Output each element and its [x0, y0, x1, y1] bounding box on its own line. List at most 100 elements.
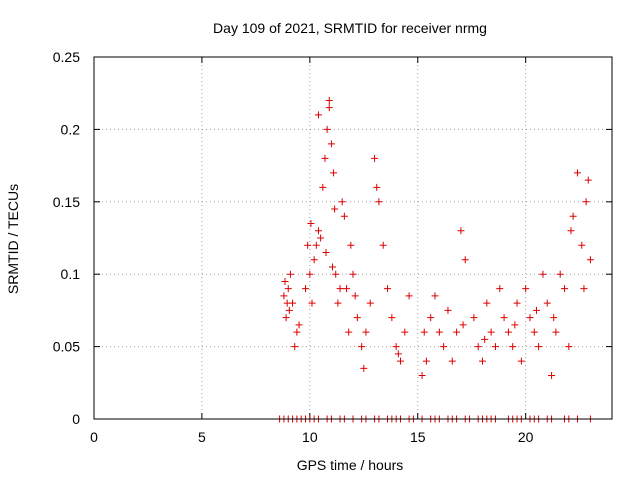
x-tick-label: 15: [410, 429, 426, 445]
data-point: [535, 343, 543, 351]
data-point: [384, 285, 392, 293]
data-point: [567, 227, 575, 235]
data-point: [481, 335, 489, 343]
data-point: [479, 357, 486, 365]
x-tick-label: 0: [90, 429, 98, 445]
data-point: [314, 227, 322, 235]
data-point: [461, 256, 469, 264]
data-point: [345, 328, 353, 336]
data-point: [561, 285, 569, 293]
data-point: [578, 241, 586, 249]
data-point: [530, 328, 538, 336]
data-point: [422, 357, 430, 365]
data-point: [548, 372, 556, 380]
data-point: [550, 314, 558, 322]
data-point: [351, 292, 359, 300]
data-point: [281, 277, 289, 285]
y-tick-label: 0.15: [53, 194, 80, 210]
data-point: [586, 256, 594, 264]
data-point: [565, 343, 573, 351]
y-tick-label: 0.05: [53, 339, 80, 355]
data-point: [334, 299, 342, 307]
y-tick-label: 0.2: [61, 121, 81, 137]
data-point: [483, 299, 491, 307]
data-point: [332, 270, 340, 278]
data-point: [418, 372, 426, 380]
data-point: [317, 234, 325, 242]
data-point: [327, 140, 335, 148]
data-point: [470, 314, 478, 322]
data-point: [284, 285, 292, 293]
data-point: [448, 357, 456, 365]
grid: [94, 57, 612, 419]
data-point: [280, 292, 288, 300]
data-point: [526, 314, 534, 322]
x-tick-label: 20: [518, 429, 534, 445]
data-point: [453, 328, 461, 336]
data-point: [302, 285, 310, 293]
data-point: [323, 125, 331, 133]
data-point: [487, 328, 495, 336]
data-point: [362, 328, 370, 336]
y-tick-label: 0.1: [61, 266, 81, 282]
data-point: [405, 292, 413, 300]
data-point: [322, 248, 330, 256]
data-point: [314, 111, 322, 119]
y-axis-label: SRMTID / TECUs: [5, 184, 21, 294]
data-point: [388, 314, 396, 322]
data-point: [338, 198, 346, 206]
data-point: [349, 270, 357, 278]
data-point: [491, 343, 499, 351]
data-point: [373, 183, 381, 191]
data-point: [353, 314, 361, 322]
data-point: [360, 364, 368, 372]
y-tick-label: 0: [72, 411, 80, 427]
data-point: [336, 285, 344, 293]
data-point: [285, 306, 293, 314]
data-point: [522, 285, 530, 293]
data-point: [580, 285, 588, 293]
data-point: [532, 306, 540, 314]
data-point: [457, 227, 465, 235]
data-point: [552, 328, 560, 336]
data-point: [392, 343, 400, 351]
data-point: [504, 328, 512, 336]
data-point: [569, 212, 577, 220]
data-point: [343, 285, 351, 293]
data-point: [440, 343, 448, 351]
data-point: [347, 241, 355, 249]
data-point: [427, 314, 435, 322]
data-point: [573, 169, 581, 177]
data-point: [401, 328, 409, 336]
data-point: [375, 198, 383, 206]
data-point: [459, 321, 467, 329]
axis-ticks: 0 5 10 15 20 0 0.05 0.1 0.15 0.2 0.25: [53, 49, 612, 445]
data-point: [517, 357, 525, 365]
data-point: [366, 299, 374, 307]
data-point: [289, 299, 297, 307]
data-point: [420, 328, 428, 336]
data-point: [312, 241, 320, 249]
data-point: [474, 343, 482, 351]
data-point: [509, 343, 517, 351]
data-point: [340, 212, 348, 220]
data-point: [282, 314, 290, 322]
data-point: [431, 292, 439, 300]
data-point: [293, 328, 301, 336]
x-tick-label: 5: [198, 429, 206, 445]
data-point: [513, 299, 521, 307]
data-point: [394, 350, 402, 358]
data-point: [543, 299, 551, 307]
data-point: [291, 343, 299, 351]
data-point: [321, 154, 329, 162]
data-point: [310, 256, 318, 264]
data-point: [582, 198, 590, 206]
data-point: [304, 241, 312, 249]
data-point: [308, 299, 316, 307]
data-point: [319, 183, 327, 191]
data-point: [358, 343, 366, 351]
plot-frame: [93, 56, 613, 420]
data-point: [556, 270, 564, 278]
data-point: [539, 270, 547, 278]
